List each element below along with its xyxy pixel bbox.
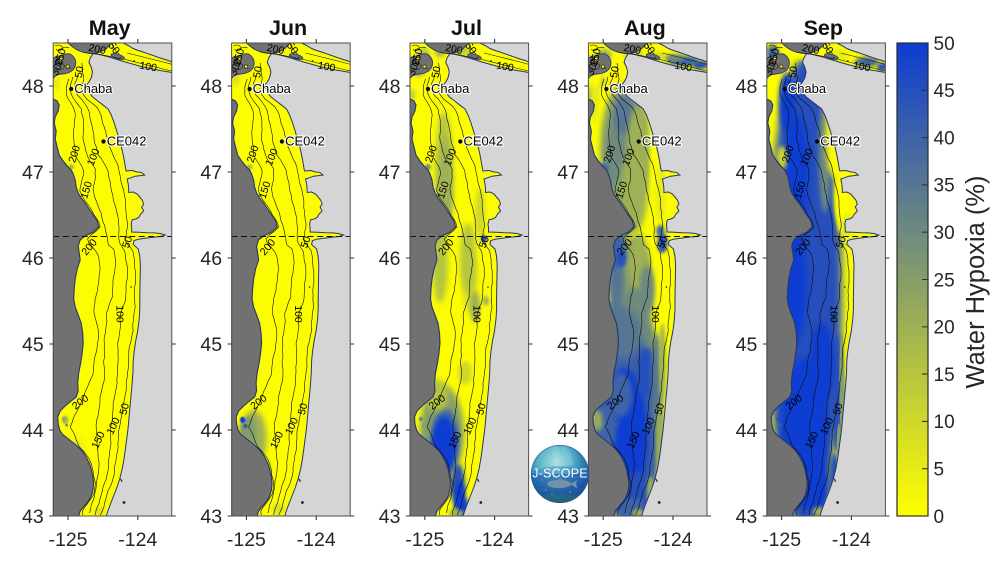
svg-text:-124: -124 [653,529,692,551]
svg-text:-125: -125 [48,529,87,551]
svg-text:CE042: CE042 [285,134,325,149]
svg-text:-124: -124 [118,529,157,551]
svg-text:44: 44 [22,420,44,442]
svg-text:Chaba: Chaba [609,81,648,96]
svg-text:Chaba: Chaba [788,81,827,96]
svg-text:Sep: Sep [804,16,843,40]
svg-text:20: 20 [934,318,955,339]
svg-text:J-SCOPE: J-SCOPE [532,467,588,481]
svg-text:46: 46 [200,248,222,270]
svg-text:44: 44 [379,420,401,442]
svg-text:45: 45 [934,81,955,102]
svg-text:47: 47 [557,162,579,184]
svg-text:-124: -124 [475,529,514,551]
svg-text:Jun: Jun [269,16,307,40]
svg-text:35: 35 [934,176,955,197]
svg-text:44: 44 [200,420,222,442]
svg-text:Water Hypoxia (%): Water Hypoxia (%) [962,175,990,388]
svg-text:May: May [89,16,131,40]
svg-text:43: 43 [557,506,579,528]
svg-text:CE042: CE042 [642,134,682,149]
svg-text:43: 43 [22,506,44,528]
svg-text:46: 46 [379,248,401,270]
svg-text:40: 40 [934,128,955,149]
svg-text:-124: -124 [297,529,336,551]
svg-text:Aug: Aug [624,16,666,40]
svg-text:15: 15 [934,365,955,386]
svg-text:CE042: CE042 [107,134,147,149]
svg-text:0: 0 [934,507,945,528]
svg-text:48: 48 [200,76,222,98]
svg-text:CE042: CE042 [820,134,860,149]
svg-text:45: 45 [200,334,222,356]
svg-text:Jul: Jul [451,16,482,40]
svg-text:-124: -124 [832,529,871,551]
svg-text:45: 45 [736,334,758,356]
svg-text:48: 48 [736,76,758,98]
svg-text:48: 48 [379,76,401,98]
svg-text:46: 46 [557,248,579,270]
svg-text:-125: -125 [227,529,266,551]
svg-text:44: 44 [736,420,758,442]
svg-text:50: 50 [934,34,955,55]
svg-text:45: 45 [22,334,44,356]
svg-text:Chaba: Chaba [74,81,113,96]
svg-text:45: 45 [379,334,401,356]
svg-text:5: 5 [934,460,945,481]
svg-text:Chaba: Chaba [253,81,292,96]
svg-text:-125: -125 [584,529,623,551]
svg-text:46: 46 [22,248,44,270]
svg-text:47: 47 [736,162,758,184]
svg-text:46: 46 [736,248,758,270]
svg-text:-125: -125 [762,529,801,551]
svg-text:30: 30 [934,223,955,244]
svg-text:47: 47 [379,162,401,184]
svg-text:43: 43 [736,506,758,528]
svg-text:43: 43 [379,506,401,528]
svg-text:48: 48 [22,76,44,98]
svg-text:47: 47 [200,162,222,184]
svg-text:25: 25 [934,270,955,291]
svg-text:48: 48 [557,76,579,98]
svg-text:-125: -125 [405,529,444,551]
svg-text:45: 45 [557,334,579,356]
svg-text:CE042: CE042 [464,134,504,149]
svg-text:44: 44 [557,420,579,442]
svg-text:Chaba: Chaba [431,81,470,96]
svg-text:10: 10 [934,412,955,433]
svg-text:47: 47 [22,162,44,184]
svg-text:43: 43 [200,506,222,528]
